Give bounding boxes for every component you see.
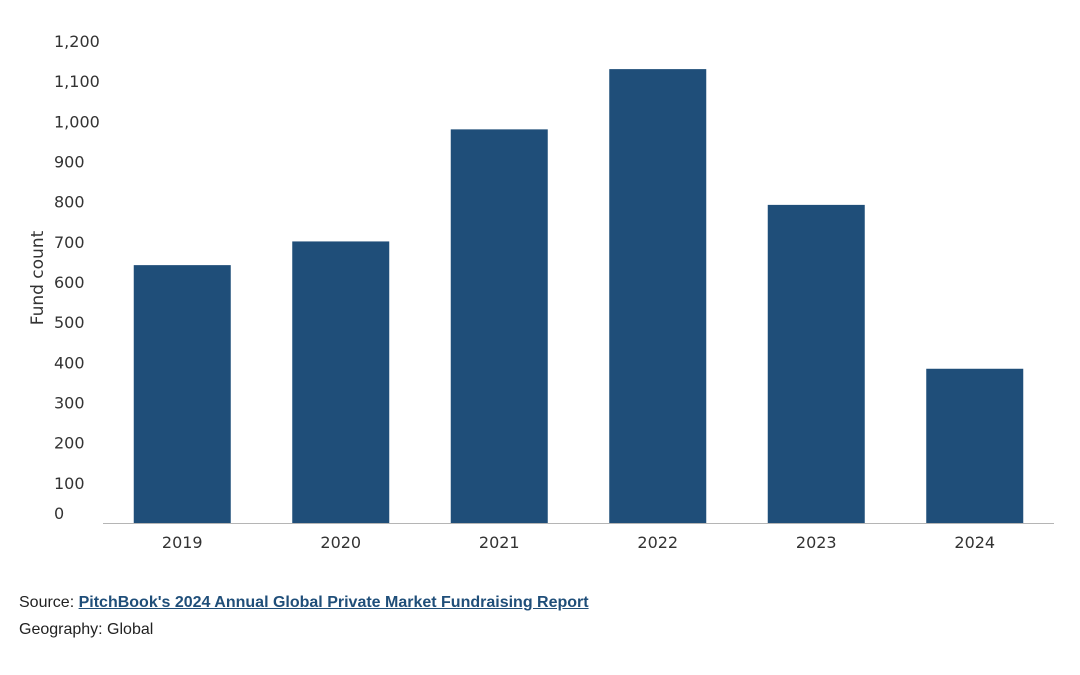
y-tick-label: 1,000 <box>54 112 100 131</box>
bar-chart: 0 100 200 300 400 500 600 700 800 900 1,000 1,100 1,… <box>28 32 1054 552</box>
x-tick-label: 2020 <box>320 533 361 552</box>
source-link[interactable]: PitchBook's 2024 Annual Global Private M… <box>78 594 589 611</box>
x-tick-label: 2024 <box>954 533 995 552</box>
bar-2024 <box>926 368 1024 523</box>
y-tick-label: 600 <box>54 273 85 292</box>
y-tick-label: 1,200 <box>54 32 100 51</box>
y-tick-label: 400 <box>54 353 85 372</box>
y-axis: 0 100 200 300 400 500 600 700 800 900 1,000 1,100 1,… <box>54 32 100 523</box>
bar-2022 <box>609 69 707 523</box>
y-tick-label: 200 <box>54 434 85 453</box>
bars <box>133 69 1024 523</box>
y-tick-label: 100 <box>54 474 85 493</box>
x-tick-label: 2023 <box>796 533 837 552</box>
bar-2020 <box>292 241 390 523</box>
x-tick-label: 2019 <box>162 533 203 552</box>
x-axis: 2019 2020 2021 2022 2023 2024 <box>162 533 995 552</box>
y-tick-label: 500 <box>54 313 85 332</box>
y-tick-label: 900 <box>54 153 85 172</box>
y-tick-label: 300 <box>54 394 85 413</box>
geography-line: Geography: Global <box>19 621 154 638</box>
y-tick-label: 1,100 <box>54 72 100 91</box>
y-tick-label: 700 <box>54 233 85 252</box>
y-axis-title: Fund count <box>28 230 48 325</box>
source-line: Source: PitchBook's 2024 Annual Global P… <box>19 594 589 612</box>
x-tick-label: 2022 <box>637 533 678 552</box>
x-tick-label: 2021 <box>479 533 520 552</box>
bar-2021 <box>450 129 548 523</box>
y-tick-label: 0 <box>54 504 64 523</box>
bar-2023 <box>767 204 865 523</box>
source-prefix: Source: <box>19 594 79 611</box>
bar-2019 <box>133 265 231 523</box>
y-tick-label: 800 <box>54 193 85 212</box>
